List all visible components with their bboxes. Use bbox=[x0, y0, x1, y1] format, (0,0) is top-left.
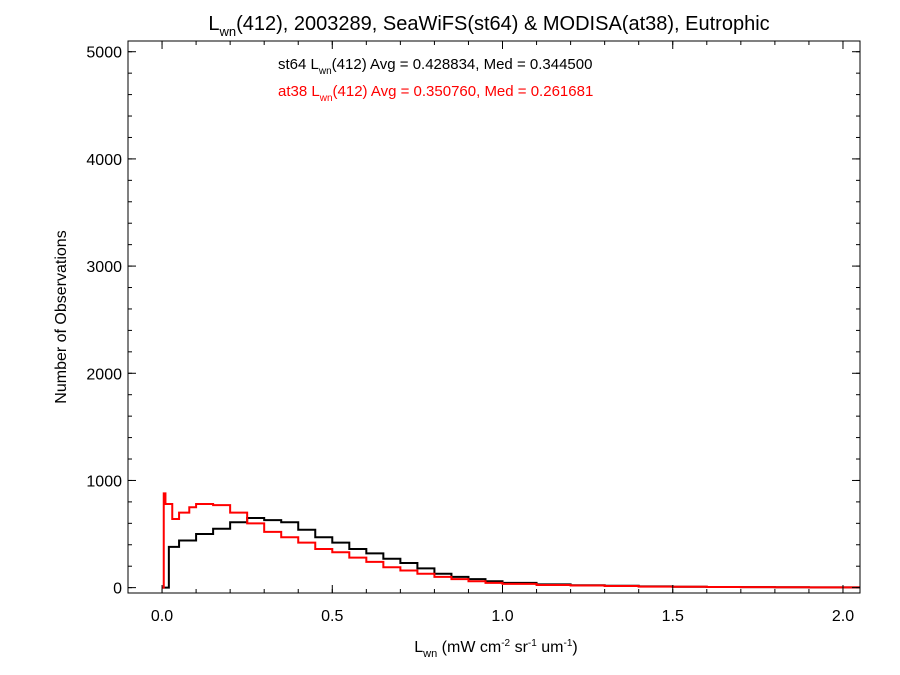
chart-title: Lwn(412), 2003289, SeaWiFS(st64) & MODIS… bbox=[208, 13, 769, 39]
y-tick-label-5: 5000 bbox=[86, 45, 122, 62]
x-axis-label-close: ) bbox=[572, 639, 577, 656]
x-tick-label-2: 1.0 bbox=[491, 608, 513, 625]
x-axis-label-sup-um: -1 bbox=[563, 638, 572, 649]
chart-title-subscript: wn bbox=[218, 24, 236, 39]
y-tick-label-3: 3000 bbox=[86, 259, 122, 276]
y-tick-label-2: 2000 bbox=[86, 366, 122, 383]
x-axis-label-sub-wn: wn bbox=[422, 648, 437, 660]
y-axis-label: Number of Observations bbox=[53, 230, 70, 403]
y-tick-label-4: 4000 bbox=[86, 152, 122, 169]
annotation-at38-base: at38 L bbox=[278, 83, 320, 100]
series-layer bbox=[162, 492, 860, 589]
x-axis-label-sup-sr: -1 bbox=[528, 638, 537, 649]
x-tick-label-4: 2.0 bbox=[832, 608, 854, 625]
x-axis-label-sr: sr bbox=[510, 639, 528, 656]
y-tick-label-1: 1000 bbox=[86, 473, 122, 490]
annotation-st64-subscript: wn bbox=[318, 66, 332, 77]
x-axis-label-l: L bbox=[414, 639, 423, 656]
annotation-at38-subscript: wn bbox=[319, 93, 333, 104]
series-line-1 bbox=[162, 492, 860, 589]
annotation-at38: at38 Lwn(412) Avg = 0.350760, Med = 0.26… bbox=[278, 83, 593, 104]
chart-title-rest: (412), 2003289, SeaWiFS(st64) & MODISA(a… bbox=[236, 13, 770, 35]
series-line-0 bbox=[162, 516, 860, 589]
x-tick-label-3: 1.5 bbox=[662, 608, 684, 625]
annotation-at38-rest: (412) Avg = 0.350760, Med = 0.261681 bbox=[333, 83, 594, 100]
annotation-st64-rest: (412) Avg = 0.428834, Med = 0.344500 bbox=[332, 56, 593, 73]
x-axis-label-mw-cm: (mW cm bbox=[437, 639, 501, 656]
x-axis-label-um: um bbox=[537, 639, 564, 656]
plot-frame bbox=[127, 40, 861, 594]
annotation-st64-base: st64 L bbox=[278, 56, 319, 73]
ticks-layer: 0.0 0.5 1.0 1.5 2.0 0 1000 2000 3000 4000 5000 bbox=[86, 41, 860, 625]
chart-title-base: L bbox=[208, 13, 219, 35]
x-axis-label: Lwn (mW cm-2 sr-1 um-1) bbox=[414, 638, 577, 660]
y-tick-label-0: 0 bbox=[113, 581, 122, 598]
x-tick-label-0: 0.0 bbox=[151, 608, 173, 625]
x-tick-label-1: 0.5 bbox=[321, 608, 343, 625]
annotation-st64: st64 Lwn(412) Avg = 0.428834, Med = 0.34… bbox=[278, 56, 592, 77]
x-axis-label-sup-cm: -2 bbox=[501, 638, 510, 649]
